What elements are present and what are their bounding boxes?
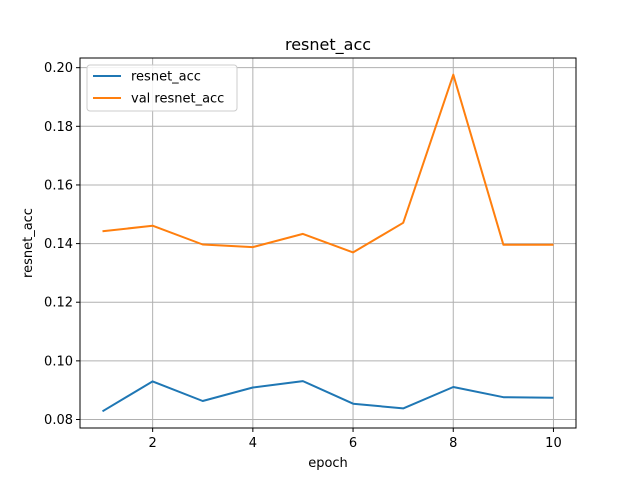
x-tick-label: 2: [149, 436, 157, 451]
y-tick-label: 0.18: [44, 120, 73, 135]
y-tick-label: 0.08: [44, 413, 73, 428]
x-tick-label: 8: [449, 436, 457, 451]
y-tick-label: 0.10: [44, 354, 73, 369]
x-axis-label: epoch: [308, 456, 348, 471]
y-tick-label: 0.16: [44, 178, 73, 193]
series-line-resnet-acc: [101, 380, 554, 413]
legend-box: [86, 64, 238, 112]
legend-label-resnet-acc: resnet_acc: [131, 70, 201, 85]
series-line-val-resnet-acc: [102, 73, 554, 254]
y-tick-label: 0.14: [44, 237, 73, 252]
y-axis-label: resnet_acc: [21, 208, 36, 278]
plot-frame: [79, 57, 577, 429]
x-tick-label: 4: [249, 436, 257, 451]
x-tick-label: 6: [349, 436, 357, 451]
x-tick-label: 10: [545, 436, 562, 451]
ticks: 2 4 6 8 10 0.08 0.10 0.12 0.14 0.16 0.18 0.20: [44, 61, 562, 451]
grid: [80, 58, 576, 428]
legend: resnet_acc val resnet_acc: [86, 64, 238, 112]
chart-title: resnet_acc: [285, 35, 371, 55]
legend-label-val-resnet-acc: val resnet_acc: [131, 92, 224, 107]
y-tick-label: 0.20: [44, 61, 73, 76]
y-tick-label: 0.12: [44, 296, 73, 311]
series-lines: [101, 73, 554, 413]
